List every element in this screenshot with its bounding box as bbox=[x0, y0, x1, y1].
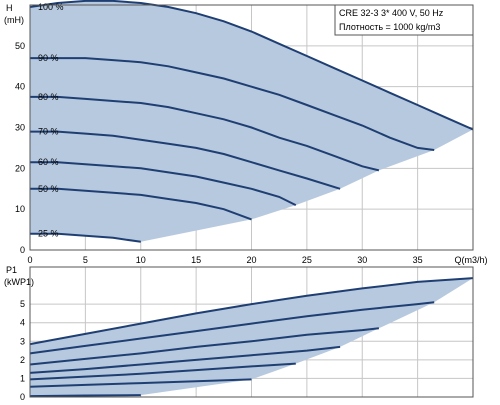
speed-curve bbox=[30, 187, 252, 221]
x-tick-label: 5 bbox=[83, 255, 88, 265]
speed-curve bbox=[29, 277, 474, 346]
y-axis-label: H bbox=[6, 3, 13, 13]
head-panel: 100 %90 %80 %70 %60 %50 %25 %01020304050… bbox=[4, 0, 488, 265]
speed-curve bbox=[30, 57, 435, 151]
x-tick-label: 35 bbox=[413, 255, 423, 265]
y-tick-label: 2 bbox=[20, 355, 25, 365]
speed-curve bbox=[29, 362, 296, 381]
speed-curve bbox=[30, 232, 141, 243]
y-tick-label: 0 bbox=[20, 245, 25, 255]
speed-curve-label: 25 % bbox=[38, 229, 59, 239]
title-box bbox=[334, 4, 474, 36]
x-tick-label: 20 bbox=[246, 255, 256, 265]
y-tick-label: 50 bbox=[15, 41, 25, 51]
speed-curve-label: 50 % bbox=[38, 184, 59, 194]
speed-curve-label: 90 % bbox=[38, 53, 59, 63]
operating-area bbox=[30, 278, 473, 397]
y-tick-label: 3 bbox=[20, 336, 25, 346]
y-tick-label: 40 bbox=[15, 82, 25, 92]
speed-curve bbox=[29, 327, 380, 366]
y-axis-unit-label: (kWP1) bbox=[4, 277, 34, 287]
speed-curve bbox=[29, 301, 435, 355]
y-tick-label: 0 bbox=[20, 392, 25, 400]
y-tick-label: 30 bbox=[15, 123, 25, 133]
speed-curve bbox=[30, 161, 297, 206]
x-axis-label: Q(m3/h) bbox=[454, 255, 487, 265]
y-tick-label: 5 bbox=[20, 299, 25, 309]
x-tick-label: 0 bbox=[27, 255, 32, 265]
x-tick-label: 10 bbox=[136, 255, 146, 265]
chart-subtitle: Плотность = 1000 kg/m3 bbox=[339, 22, 440, 32]
speed-curve bbox=[29, 345, 341, 374]
speed-curve-label: 70 % bbox=[38, 127, 59, 137]
speed-curve bbox=[29, 0, 474, 131]
y-axis-label: P1 bbox=[6, 265, 17, 275]
y-axis-unit-label: (mH) bbox=[4, 15, 24, 25]
speed-curve-label: 100 % bbox=[38, 2, 64, 12]
y-tick-label: 10 bbox=[15, 204, 25, 214]
x-tick-label: 25 bbox=[302, 255, 312, 265]
speed-curve bbox=[30, 95, 380, 172]
y-tick-label: 1 bbox=[20, 373, 25, 383]
speed-curve-label: 80 % bbox=[38, 92, 59, 102]
speed-curve bbox=[29, 378, 252, 388]
plot-frame bbox=[29, 4, 474, 251]
speed-curve-label: 60 % bbox=[38, 157, 59, 167]
chart-title: CRE 32-3 3* 400 V, 50 Hz bbox=[339, 8, 444, 18]
y-tick-label: 20 bbox=[15, 163, 25, 173]
speed-curve bbox=[29, 394, 141, 398]
power-panel: 0 1 2 3 4 5 P1 (kWP1) bbox=[4, 265, 474, 402]
x-tick-label: 15 bbox=[191, 255, 201, 265]
y-tick-label: 4 bbox=[20, 318, 25, 328]
plot-frame bbox=[29, 266, 474, 398]
operating-area bbox=[30, 0, 473, 242]
speed-curve bbox=[30, 130, 341, 190]
x-tick-label: 30 bbox=[357, 255, 367, 265]
